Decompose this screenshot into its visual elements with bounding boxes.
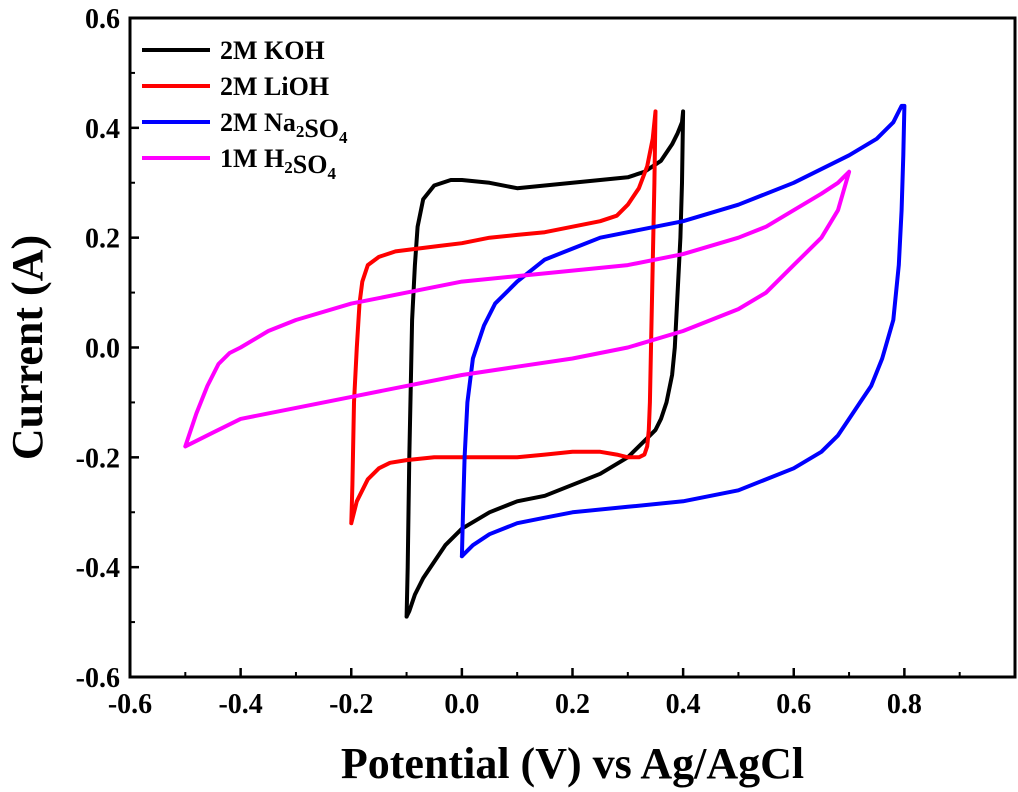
legend-label: 2M Na2SO4 [220, 108, 348, 147]
series-line-2 [459, 103, 907, 559]
x-tick-label: 0.8 [887, 689, 922, 720]
x-tick-label: -0.2 [329, 689, 373, 720]
x-tick-label: -0.4 [218, 689, 262, 720]
x-axis: -0.6 -0.4 -0.2 0.0 0.2 0.4 0.6 0.8 [108, 668, 961, 720]
legend-label: 2M LiOH [220, 72, 329, 101]
y-tick-label: -0.4 [76, 553, 120, 584]
series-line-0 [404, 109, 686, 619]
x-tick-label: 0.6 [776, 689, 811, 720]
x-axis-title: Potential (V) vs Ag/AgCl [341, 739, 804, 788]
x-tick-label: 0.0 [444, 689, 479, 720]
x-tick-label: 0.2 [555, 689, 590, 720]
y-axis-title: Current (A) [3, 235, 52, 460]
x-tick-label: -0.6 [108, 689, 152, 720]
y-tick-label: 0.6 [85, 4, 120, 35]
series-line-3 [183, 169, 852, 449]
legend-label: 2M KOH [220, 36, 325, 65]
y-tick-label: -0.2 [76, 443, 120, 474]
y-tick-label: -0.6 [76, 663, 120, 694]
series-line-1 [349, 109, 658, 526]
y-tick-label: 0.2 [85, 224, 120, 255]
y-tick-label: 0.0 [85, 334, 120, 365]
y-axis: -0.6 -0.4 -0.2 0.0 0.2 0.4 0.6 [76, 4, 139, 694]
series-curves [183, 103, 907, 619]
y-tick-label: 0.4 [85, 114, 120, 145]
x-tick-label: 0.4 [666, 689, 701, 720]
legend-label: 1M H2SO4 [220, 144, 336, 183]
